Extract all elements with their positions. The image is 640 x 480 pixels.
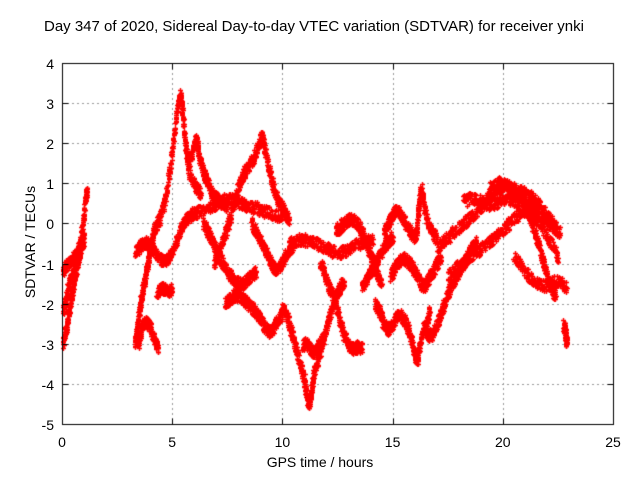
x-tick-label: 0	[58, 434, 66, 450]
y-tick-label: -3	[41, 336, 54, 353]
x-tick-label: 20	[495, 434, 511, 450]
y-tick-label: -1	[41, 256, 54, 273]
x-tick-label: 10	[274, 434, 291, 450]
x-tick-label: 25	[605, 434, 621, 450]
y-tick-label: 4	[46, 56, 54, 72]
x-tick-label: 5	[168, 434, 177, 450]
x-tick-label: 15	[384, 434, 401, 450]
y-tick-label: 2	[46, 136, 54, 153]
y-tick-label: 1	[46, 176, 54, 193]
y-tick-label: 3	[46, 96, 54, 113]
y-tick-label: -4	[41, 376, 54, 393]
y-tick-label: -5	[41, 417, 54, 433]
y-tick-label: 0	[46, 216, 54, 233]
page-title: Day 347 of 2020, Sidereal Day-to-day VTE…	[44, 18, 584, 35]
y-tick-label: -2	[41, 296, 54, 313]
x-axis-label: GPS time / hours	[266, 454, 374, 470]
